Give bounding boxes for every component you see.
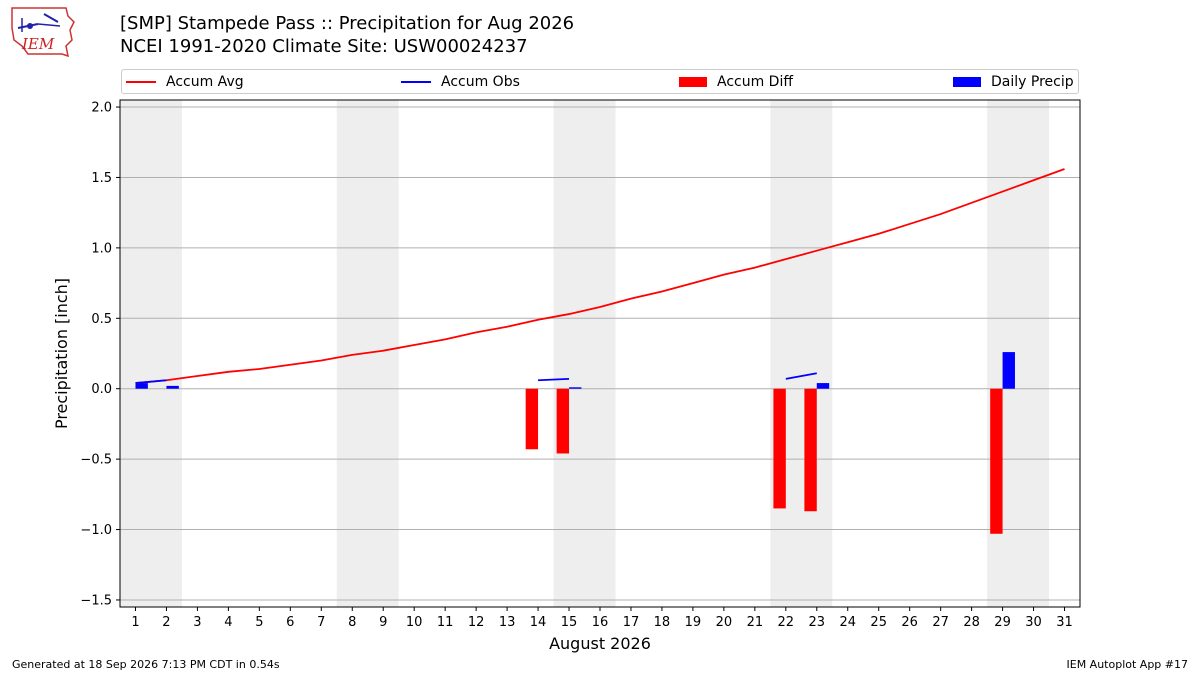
x-tick-label-4: 4 [224,615,232,630]
x-tick-label-21: 21 [747,615,764,630]
y-tick-label-2: −0.5 [80,453,112,468]
line-accum-obs-segment-1 [135,379,167,384]
x-tick-label-27: 27 [932,615,949,630]
line-accum-avg [135,168,1065,384]
x-tick-label-26: 26 [901,615,918,630]
bar-accum-diff-day-14 [525,388,539,450]
x-tick-label-11: 11 [437,615,454,630]
logo-text: IEM [21,35,55,53]
bar-daily-precip-day-1 [135,383,148,389]
legend-item-daily-precip: Daily Precip [953,70,1074,93]
x-tick-label-31: 31 [1056,615,1073,630]
x-tick-label-6: 6 [286,615,294,630]
x-tick-label-10: 10 [406,615,423,630]
legend-label-accum-obs: Accum Obs [441,73,520,90]
x-tick-label-2: 2 [162,615,170,630]
x-tick-label-16: 16 [592,615,609,630]
chart-title: [SMP] Stampede Pass :: Precipitation for… [120,12,574,58]
legend-label-accum-diff: Accum Diff [717,73,794,90]
x-tick-label-22: 22 [778,615,795,630]
chart-legend: Accum Avg Accum Obs Accum Diff Daily Pre… [121,69,1079,94]
y-tick-label-1: −1.0 [80,523,112,538]
y-tick-label-0: −1.5 [80,593,112,608]
legend-swatch-accum-avg [126,80,156,83]
x-tick-label-29: 29 [994,615,1011,630]
y-tick-label-7: 2.0 [91,101,112,116]
bar-accum-diff-day-22 [773,388,786,509]
y-tick-label-3: 0.0 [91,382,112,397]
bar-daily-precip-day-23 [816,383,830,389]
x-tick-label-13: 13 [499,615,516,630]
x-tick-label-15: 15 [561,615,578,630]
y-axis-label: Precipitation [inch] [52,278,71,429]
x-tick-label-20: 20 [716,615,733,630]
x-tick-label-5: 5 [255,615,263,630]
x-tick-label-7: 7 [317,615,325,630]
legend-swatch-daily-precip [953,76,981,87]
x-tick-label-23: 23 [809,615,826,630]
chart-title-line-1: [SMP] Stampede Pass :: Precipitation for… [120,13,575,34]
x-tick-label-30: 30 [1025,615,1042,630]
y-tick-label-4: 0.5 [91,312,112,327]
x-tick-label-19: 19 [685,615,702,630]
generated-footer: Generated at 18 Sep 2026 7:13 PM CDT in … [12,658,280,671]
bar-daily-precip-day-15 [569,387,582,389]
x-tick-label-3: 3 [193,615,201,630]
line-accum-obs-segment-2 [538,377,570,382]
x-tick-label-8: 8 [348,615,356,630]
legend-label-daily-precip: Daily Precip [991,73,1074,90]
y-tick-label-5: 1.0 [91,241,112,256]
bar-accum-diff-day-15 [556,388,570,454]
x-tick-label-25: 25 [870,615,887,630]
bar-daily-precip-day-29 [1002,352,1015,389]
legend-item-accum-diff: Accum Diff [679,70,793,93]
x-tick-label-14: 14 [530,615,547,630]
iem-logo[interactable]: IEM [8,6,80,60]
legend-swatch-accum-obs [401,80,431,83]
x-tick-label-12: 12 [468,615,485,630]
legend-item-accum-obs: Accum Obs [401,70,520,93]
x-tick-label-1: 1 [131,615,139,630]
weekend-shade-3 [553,100,616,607]
x-tick-label-9: 9 [379,615,387,630]
y-tick-label-6: 1.5 [91,171,112,186]
line-accum-obs-segment-3 [785,372,817,380]
x-tick-label-24: 24 [839,615,856,630]
chart-title-line-2: NCEI 1991-2020 Climate Site: USW00024237 [120,36,528,57]
x-tick-label-17: 17 [623,615,640,630]
x-tick-label-28: 28 [963,615,980,630]
legend-swatch-accum-diff [679,76,707,87]
legend-item-accum-avg: Accum Avg [126,70,244,93]
app-footer: IEM Autoplot App #17 [1066,658,1189,671]
legend-label-accum-avg: Accum Avg [166,73,244,90]
x-axis-label: August 2026 [549,634,651,653]
x-tick-label-18: 18 [654,615,671,630]
iem-logo-graphic: IEM [11,7,75,58]
weekend-shade-4 [770,100,833,607]
bar-daily-precip-day-2 [166,385,179,389]
weekend-shade-1 [120,100,182,607]
bar-accum-diff-day-29 [990,388,1003,534]
bar-accum-diff-day-23 [804,388,817,512]
